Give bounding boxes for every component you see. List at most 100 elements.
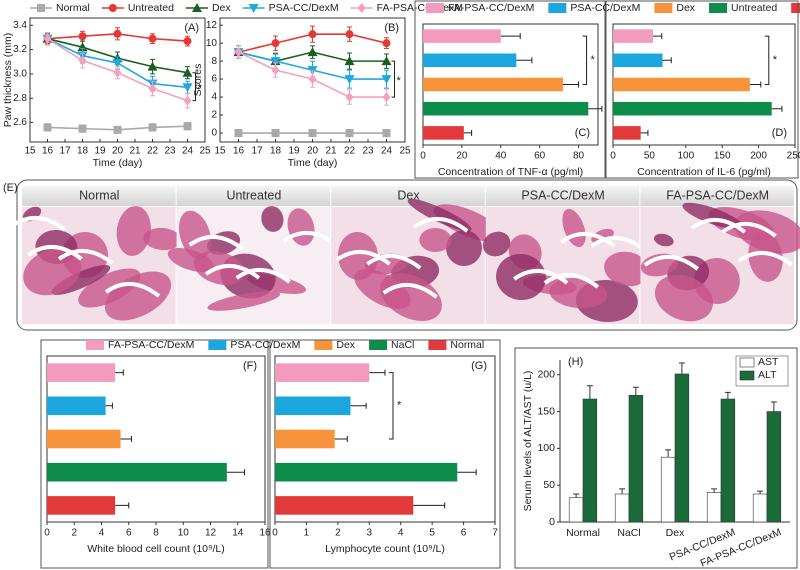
y-tick-label: 200	[537, 369, 555, 381]
marker	[344, 75, 355, 85]
x-tick-label: 250	[787, 151, 800, 162]
tissue	[419, 228, 452, 252]
annotation: *	[198, 83, 203, 95]
legend-swatch	[208, 340, 227, 350]
histology-image	[10, 206, 182, 324]
x-axis-label: Time (day)	[93, 157, 143, 169]
tissue	[482, 231, 511, 257]
marker	[234, 47, 243, 58]
error-bar	[665, 449, 672, 458]
x-tick-label: 24	[381, 146, 393, 157]
marker	[113, 67, 122, 78]
x-tick-label: 80	[573, 151, 585, 162]
x-tick-label: 4	[99, 528, 105, 539]
error-bar	[757, 490, 764, 495]
legend-label: ALT	[758, 369, 777, 381]
tissue	[207, 291, 281, 311]
x-tick-label: Dex	[666, 527, 685, 539]
bar	[614, 493, 630, 523]
error-bar	[500, 33, 521, 40]
marker	[248, 4, 259, 13]
legend-label: PSA-CC/DexM	[269, 2, 339, 14]
x-axis-label: Concentration of TNF-α (pg/ml)	[438, 166, 583, 178]
x-axis-label: Concentration of IL-6 (pg/ml)	[637, 166, 771, 178]
x-tick-label: 16	[259, 528, 271, 539]
x-tick-label: 7	[492, 528, 498, 539]
column-title: FA-PSA-CC/DexM	[666, 188, 769, 202]
bracket	[764, 35, 770, 85]
tissue	[116, 206, 151, 256]
x-tick-label: 5	[429, 528, 435, 539]
column-header	[485, 186, 640, 206]
legend-swatch	[314, 340, 333, 350]
column-header	[176, 186, 331, 206]
legend-swatch	[709, 3, 728, 13]
marker	[78, 55, 87, 66]
x-tick-label: NaCl	[617, 527, 640, 539]
error-bar	[413, 502, 446, 509]
marker	[307, 47, 318, 57]
y-tick-label: 2.8	[13, 93, 27, 104]
tissue	[178, 210, 212, 260]
annotation: *	[773, 54, 778, 66]
error-bar	[516, 57, 533, 64]
tissue	[337, 232, 379, 280]
x-tick-label: 6	[461, 528, 467, 539]
marker	[43, 33, 52, 44]
x-tick-label: 16	[42, 146, 54, 157]
error-bar	[724, 391, 731, 400]
marker	[182, 67, 193, 77]
error-bar	[463, 129, 473, 136]
marker	[112, 58, 123, 68]
bar	[674, 373, 690, 523]
panel-label: (E)	[3, 182, 18, 194]
marker	[344, 56, 355, 66]
legend-label: FA-PSA-CC/DexM	[108, 339, 194, 351]
x-tick-label: 18	[77, 146, 89, 157]
error-bar	[350, 402, 367, 409]
x-axis-label: Time (day)	[288, 157, 338, 169]
bar	[613, 77, 750, 92]
marker	[43, 123, 52, 132]
panel-frame	[269, 339, 501, 569]
x-tick-label: 0	[44, 528, 50, 539]
error-bar	[662, 57, 672, 64]
bar	[423, 53, 517, 68]
x-tick-label: 23	[164, 146, 176, 157]
marker	[271, 129, 280, 138]
error-bar	[457, 469, 477, 476]
joint-space	[721, 222, 777, 238]
legend-label: FA-PSA-CC/DexM	[448, 2, 534, 14]
legend-label: Normal	[56, 2, 90, 14]
x-tick-label: 14	[232, 528, 244, 539]
histology-image	[482, 207, 650, 324]
x-tick-label: 1	[304, 528, 310, 539]
bar	[613, 126, 641, 140]
error-bar	[573, 493, 580, 498]
error-bar	[105, 402, 113, 409]
y-tick-label: 100	[537, 442, 555, 454]
joint-space	[10, 216, 67, 232]
legend-label: AST	[758, 356, 779, 368]
x-tick-label: 17	[251, 146, 263, 157]
marker	[147, 61, 158, 71]
legend-label: PSA-CC/DexM	[570, 2, 640, 14]
x-tick-label: 40	[495, 151, 507, 162]
marker	[381, 56, 392, 66]
error-bar	[770, 401, 777, 412]
panel-frame	[605, 0, 799, 179]
y-axis-label: Serum levels of ALT/AST (u/L)	[522, 371, 534, 512]
column-title: Dex	[397, 188, 420, 202]
joint-space	[560, 232, 616, 248]
marker	[78, 32, 87, 41]
error-bar	[586, 385, 593, 400]
panel-frame	[514, 347, 798, 569]
x-tick-label: 10	[178, 528, 190, 539]
x-tick-label: Normal	[566, 527, 600, 539]
joint-space	[382, 283, 438, 299]
tissue	[143, 227, 182, 251]
legend-swatch	[739, 370, 755, 381]
tissue	[653, 233, 674, 247]
x-tick-label: 22	[344, 146, 356, 157]
